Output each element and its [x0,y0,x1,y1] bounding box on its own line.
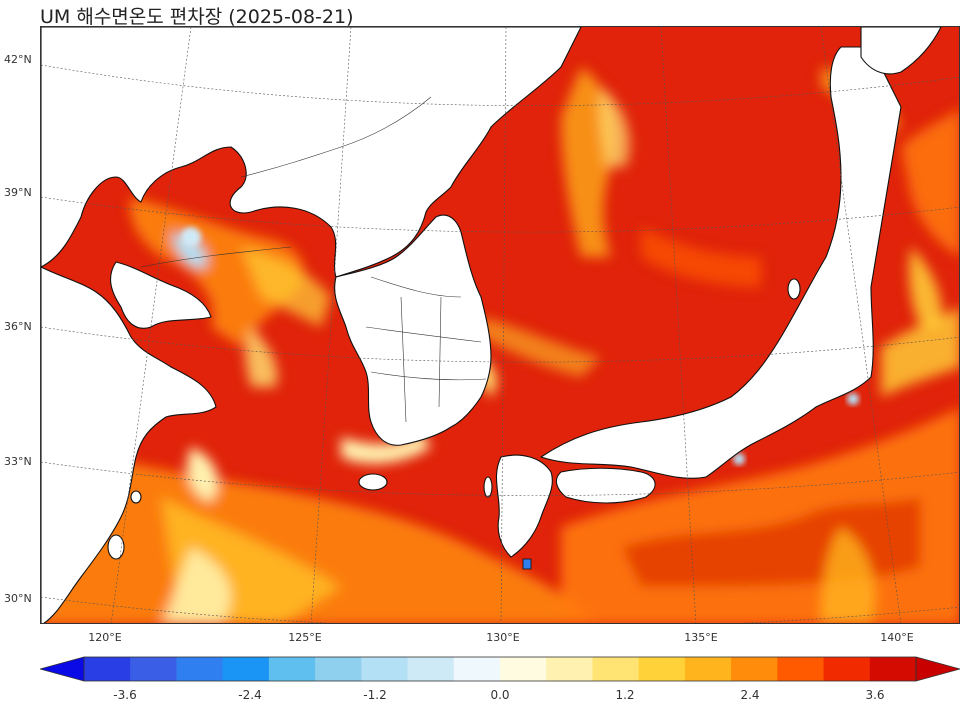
graticule [41,27,959,623]
land-hokkaido [860,27,942,75]
lon-label-125: 125°E [288,631,322,644]
land-kyushu [495,454,553,558]
colorbar-bin [176,657,224,681]
land-taiwan-strait-island [107,534,125,560]
colorbar-bin [84,657,131,681]
colorbar-bin [407,657,455,681]
land-china-east [41,266,217,623]
colorbar-tick: 0.0 [490,688,510,702]
lat-label-33: 33°N [4,455,32,468]
land-shikoku [555,467,656,504]
colorbar-bin [130,657,177,681]
land-shandong [110,261,212,329]
colorbar-bin [684,657,732,681]
land-small-island [130,490,142,504]
land-china-north [41,27,582,278]
colorbar [40,656,960,682]
anomaly-map [41,27,959,623]
colorbar-bin [500,657,547,681]
land-honshu [540,46,902,479]
colorbar-tick: -2.4 [238,688,262,702]
lat-label-39: 39°N [4,186,32,199]
colorbar-bin [315,657,362,681]
lat-label-30: 30°N [4,592,32,605]
colorbar-bin [222,657,270,681]
land-korea [334,214,492,446]
colorbar-bin [777,657,825,681]
colorbar-tick: -3.6 [113,688,137,702]
land-tsushima [483,476,493,498]
colorbar-arrow-high [915,656,960,682]
colorbar-bin [453,657,501,681]
colorbar-tick: -1.2 [363,688,387,702]
colorbar-tick: 1.2 [615,688,635,702]
colorbar-arrow-low [40,656,85,682]
lon-label-130: 130°E [486,631,520,644]
colorbar-bin [869,657,917,681]
colorbar-bin [546,657,593,681]
lat-label-36: 36°N [4,320,32,333]
colorbar-outline [83,656,917,682]
colorbar-tick: 2.4 [740,688,760,702]
colorbar-bin [731,657,778,681]
lon-label-135: 135°E [684,631,718,644]
land-sado [787,278,801,300]
colorbar-bin [268,657,316,681]
map-title: UM 해수면온도 편차장 (2025-08-21) [40,6,354,28]
colorbar-bin [638,657,686,681]
admin-borders [140,96,487,423]
map-panel[interactable] [40,26,960,624]
lon-label-140: 140°E [880,631,914,644]
colorbar-bin [361,657,409,681]
colorbar-bin [823,657,871,681]
land-jeju [358,473,388,491]
lat-label-42: 42°N [4,53,32,66]
land-masses [41,27,942,623]
colorbar-bin [592,657,640,681]
colorbar-tick: 3.6 [865,688,885,702]
lon-label-120: 120°E [88,631,122,644]
